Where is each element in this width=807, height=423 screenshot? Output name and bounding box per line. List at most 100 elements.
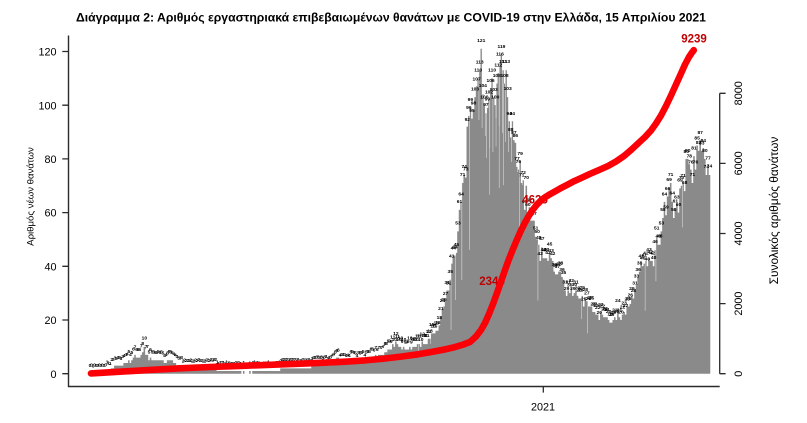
svg-text:3: 3: [318, 355, 321, 361]
svg-text:41: 41: [642, 253, 648, 259]
svg-text:1: 1: [225, 360, 228, 366]
svg-text:106: 106: [486, 78, 494, 84]
svg-text:3: 3: [320, 355, 323, 361]
svg-text:120: 120: [38, 47, 56, 59]
svg-text:73: 73: [463, 166, 469, 172]
svg-text:99: 99: [485, 96, 491, 102]
svg-text:40: 40: [640, 256, 646, 262]
svg-text:0: 0: [89, 363, 92, 369]
svg-text:10: 10: [398, 336, 404, 342]
svg-text:94: 94: [510, 111, 516, 117]
svg-text:96: 96: [466, 105, 472, 111]
svg-text:29: 29: [579, 285, 585, 291]
svg-text:38: 38: [556, 261, 562, 267]
svg-text:22: 22: [600, 303, 606, 309]
svg-text:2: 2: [284, 357, 287, 363]
svg-text:43: 43: [541, 247, 547, 253]
svg-text:1: 1: [107, 360, 110, 366]
svg-text:70: 70: [524, 175, 530, 181]
svg-text:59: 59: [663, 204, 669, 210]
svg-text:Αριθμός νέων θανάτων: Αριθμός νέων θανάτων: [25, 147, 36, 246]
svg-text:0: 0: [92, 363, 95, 369]
svg-text:20: 20: [597, 310, 603, 316]
svg-text:0: 0: [96, 363, 99, 369]
svg-text:42: 42: [643, 250, 649, 256]
svg-text:6: 6: [149, 347, 152, 353]
svg-text:74: 74: [707, 164, 713, 170]
svg-text:8: 8: [385, 341, 388, 347]
svg-text:3: 3: [179, 356, 182, 362]
svg-text:2: 2: [188, 358, 191, 364]
svg-text:95: 95: [469, 108, 475, 114]
svg-text:28: 28: [576, 288, 582, 294]
svg-text:7: 7: [140, 344, 143, 350]
svg-text:35: 35: [561, 270, 567, 276]
svg-text:7: 7: [146, 344, 149, 350]
svg-text:20: 20: [611, 310, 617, 316]
svg-text:2: 2: [185, 358, 188, 364]
svg-text:64: 64: [458, 191, 464, 197]
svg-text:6: 6: [371, 347, 374, 353]
svg-text:5: 5: [367, 349, 370, 355]
svg-text:48: 48: [657, 234, 663, 240]
svg-text:2: 2: [204, 358, 207, 364]
svg-text:80: 80: [44, 154, 56, 166]
svg-text:38: 38: [558, 260, 564, 266]
svg-text:7: 7: [374, 345, 377, 351]
svg-text:31: 31: [565, 280, 571, 286]
svg-text:10: 10: [412, 337, 418, 343]
svg-text:3: 3: [118, 355, 121, 361]
svg-text:36: 36: [559, 267, 565, 273]
svg-text:0: 0: [100, 363, 103, 369]
svg-text:2: 2: [208, 358, 211, 364]
svg-text:79: 79: [517, 151, 523, 157]
svg-text:4: 4: [126, 352, 129, 358]
svg-text:Συνολικός αριθμός θανάτων: Συνολικός αριθμός θανάτων: [767, 137, 781, 285]
svg-text:4: 4: [124, 352, 127, 358]
svg-text:103: 103: [471, 86, 479, 92]
svg-text:2: 2: [186, 358, 189, 364]
svg-text:2: 2: [197, 357, 200, 363]
svg-text:84: 84: [701, 138, 707, 144]
svg-text:6: 6: [135, 347, 138, 353]
svg-text:45: 45: [454, 242, 460, 248]
svg-text:23: 23: [621, 301, 627, 307]
svg-text:5: 5: [359, 350, 362, 356]
svg-text:11: 11: [390, 334, 395, 340]
svg-text:83: 83: [699, 141, 705, 147]
svg-text:5: 5: [127, 349, 130, 355]
svg-text:3: 3: [120, 356, 123, 362]
svg-text:116: 116: [496, 52, 504, 58]
svg-text:51: 51: [533, 226, 539, 232]
svg-text:121: 121: [477, 38, 485, 44]
svg-text:20: 20: [614, 309, 620, 315]
svg-text:10: 10: [396, 337, 402, 343]
svg-text:18: 18: [437, 315, 443, 321]
svg-text:42: 42: [649, 250, 655, 256]
svg-text:11: 11: [395, 334, 400, 340]
svg-text:2: 2: [200, 358, 203, 364]
svg-text:2: 2: [183, 357, 186, 363]
svg-text:3: 3: [322, 356, 325, 362]
svg-text:64: 64: [670, 190, 676, 196]
svg-text:0: 0: [101, 362, 104, 368]
svg-text:21: 21: [612, 307, 618, 313]
svg-text:11: 11: [424, 333, 429, 339]
svg-text:62: 62: [527, 197, 533, 203]
svg-text:9: 9: [405, 339, 408, 345]
svg-text:38: 38: [637, 260, 643, 266]
svg-text:5: 5: [152, 349, 155, 355]
svg-text:71: 71: [680, 173, 686, 179]
svg-text:72: 72: [520, 170, 526, 176]
svg-text:76: 76: [688, 160, 694, 166]
svg-text:48: 48: [656, 233, 662, 239]
svg-text:5: 5: [162, 350, 165, 356]
svg-text:2: 2: [110, 357, 113, 363]
svg-text:2: 2: [199, 358, 202, 364]
svg-text:60: 60: [44, 208, 56, 220]
svg-text:15: 15: [432, 324, 438, 330]
svg-text:10: 10: [413, 337, 419, 343]
svg-text:9: 9: [410, 339, 413, 345]
svg-text:12: 12: [393, 331, 399, 337]
svg-text:19: 19: [609, 312, 615, 318]
